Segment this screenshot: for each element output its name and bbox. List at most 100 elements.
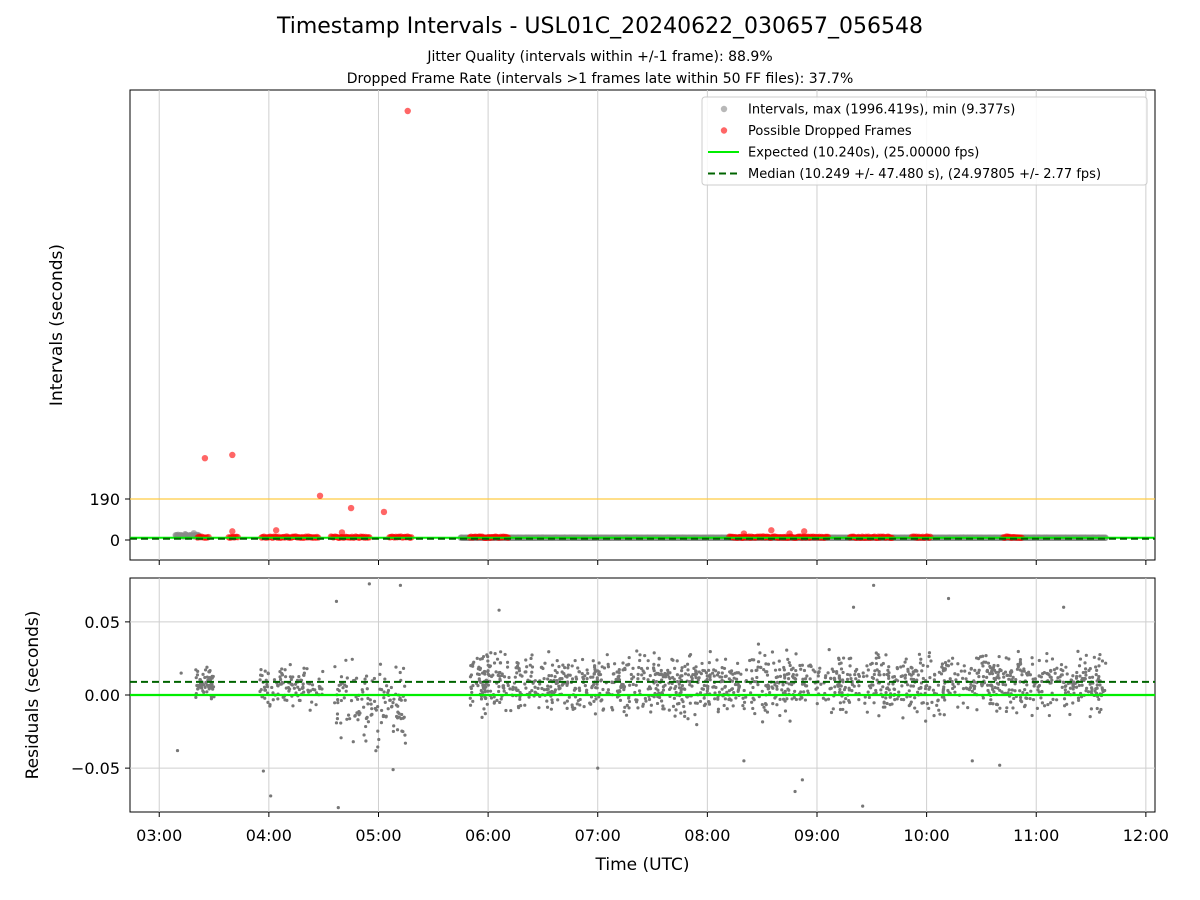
residual-point	[627, 655, 631, 660]
residual-point	[857, 698, 861, 702]
residual-point	[403, 733, 407, 737]
residual-point	[739, 672, 743, 676]
residual-point	[1009, 678, 1013, 682]
residual-point	[963, 669, 967, 673]
residual-point	[720, 679, 724, 684]
residual-point	[635, 649, 639, 653]
residual-point	[1090, 687, 1094, 691]
residual-point	[713, 697, 717, 701]
residual-point	[302, 666, 306, 670]
residual-point	[716, 707, 721, 711]
residual-point	[857, 674, 862, 678]
dropped-frame-point	[316, 492, 324, 499]
residual-point	[924, 719, 928, 723]
residual-point	[877, 655, 881, 660]
residual-point	[1087, 668, 1091, 673]
residual-point	[353, 713, 357, 718]
residual-point	[606, 662, 610, 666]
residual-point	[775, 687, 779, 691]
residual-point	[263, 688, 267, 692]
residual-point	[280, 667, 284, 671]
residual-point	[1095, 706, 1099, 711]
residual-point	[711, 671, 715, 675]
residual-point	[483, 711, 487, 716]
residual-point	[865, 664, 869, 668]
residual-point	[794, 652, 798, 656]
residual-point	[979, 682, 984, 686]
residual-point	[903, 673, 908, 677]
dropped-frame-point	[786, 530, 793, 537]
residual-point	[489, 696, 494, 700]
residual-point	[549, 707, 553, 711]
residual-point	[1060, 673, 1064, 677]
residual-point	[668, 676, 672, 681]
residual-point	[1072, 680, 1076, 684]
residual-point	[866, 668, 870, 672]
residual-point	[622, 685, 626, 690]
residual-point	[523, 703, 527, 707]
intervals-axes-frame	[129, 89, 1156, 561]
residual-point	[902, 698, 906, 702]
residual-point	[1024, 696, 1028, 700]
residual-point	[895, 666, 899, 670]
residual-point	[495, 698, 499, 702]
legend-label: Intervals, max (1996.419s), min (9.377s)	[748, 103, 1015, 118]
residual-point	[932, 672, 937, 676]
residual-point	[310, 683, 315, 687]
intervals-panel: 0 190 Intervals (seconds) Intervals, max …	[47, 89, 1156, 565]
residual-point	[345, 676, 349, 680]
residual-point	[704, 671, 709, 675]
residual-point	[205, 690, 209, 694]
residual-point	[634, 683, 638, 687]
residuals-y-axis-label: Residuals (seconds)	[23, 611, 43, 780]
residual-point	[1097, 697, 1101, 701]
residual-point	[996, 673, 1000, 677]
residual-point	[379, 721, 384, 725]
legend-label: Median (10.249 +/- 47.480 s), (24.97805 …	[748, 167, 1101, 182]
residual-point	[594, 697, 598, 701]
residual-point	[478, 657, 482, 661]
residual-point	[595, 686, 599, 690]
residual-point	[265, 685, 270, 689]
residual-point	[1104, 661, 1108, 665]
residual-point	[365, 687, 369, 691]
residual-point	[1092, 655, 1096, 659]
residual-point	[943, 698, 947, 702]
residual-point	[575, 702, 579, 706]
residual-point	[486, 655, 490, 659]
residual-point	[573, 658, 577, 663]
residual-point	[845, 672, 850, 677]
residual-point	[744, 695, 748, 699]
residual-point	[637, 689, 642, 693]
residual-point	[595, 676, 599, 680]
residual-point	[196, 687, 200, 691]
residual-point	[582, 705, 586, 709]
residual-point	[179, 671, 183, 675]
residual-point	[999, 668, 1003, 673]
residual-point	[943, 668, 947, 672]
residual-point	[605, 653, 609, 657]
residual-point	[1063, 688, 1067, 692]
residual-point	[498, 700, 502, 705]
residual-point	[742, 700, 747, 704]
residual-point	[874, 656, 878, 660]
residual-point	[1018, 689, 1022, 693]
residual-point	[720, 687, 724, 691]
residual-point	[800, 663, 804, 667]
residual-point	[314, 691, 319, 695]
residual-point	[775, 703, 779, 707]
residual-point	[970, 689, 974, 693]
residual-point	[766, 662, 771, 666]
residual-point	[1100, 659, 1105, 663]
residual-point	[610, 705, 614, 710]
residual-point	[956, 662, 960, 666]
residual-point	[903, 676, 907, 680]
residual-point	[294, 691, 298, 695]
residual-point	[486, 689, 490, 693]
intervals-y-tick-label: 0	[110, 531, 120, 550]
residual-point	[753, 711, 757, 716]
residual-point	[723, 657, 728, 661]
residual-point	[674, 708, 678, 712]
residual-point	[712, 674, 716, 678]
residual-point	[261, 769, 265, 773]
